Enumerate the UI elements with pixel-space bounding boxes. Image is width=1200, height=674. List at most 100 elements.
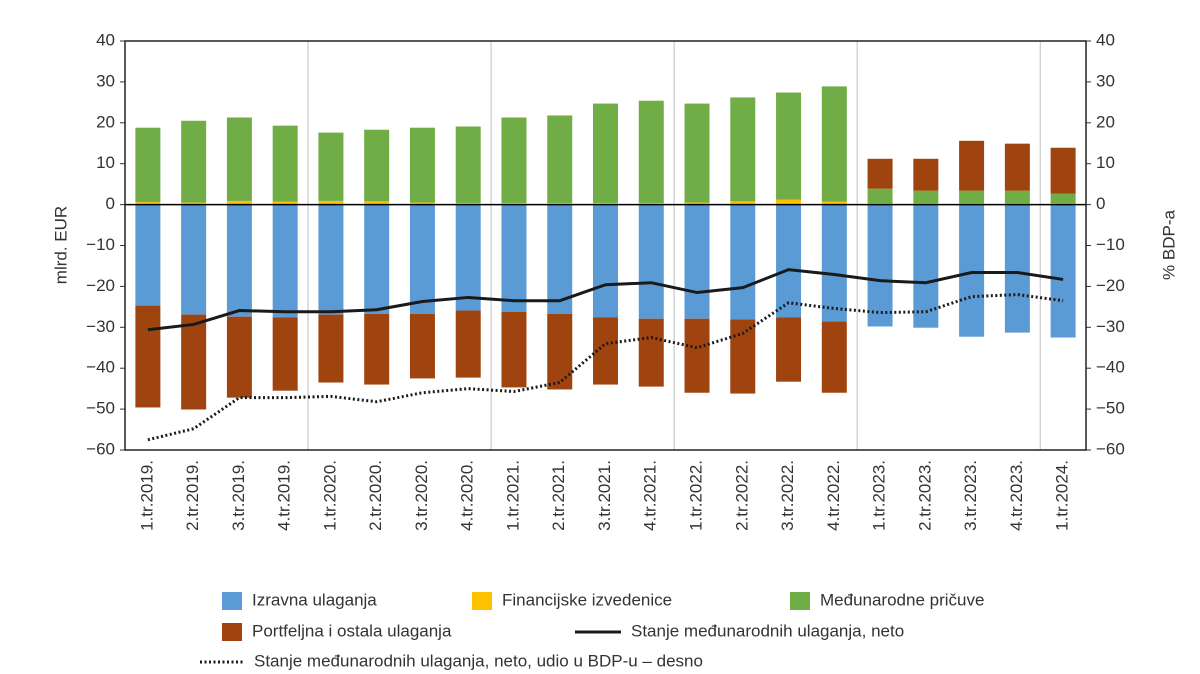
- y-axis-label: mlrd. EUR: [51, 206, 70, 284]
- y-tick-label: 20: [96, 112, 115, 131]
- bar-segment: [821, 86, 847, 202]
- bar-segment: [364, 313, 390, 385]
- x-tick-label: 4.tr.2019.: [275, 460, 294, 531]
- line-series: [147, 268, 1064, 332]
- y-tick-label: −20: [86, 276, 115, 295]
- bar-segment: [684, 204, 710, 319]
- bar-segment: [638, 202, 664, 205]
- bar-segment: [959, 140, 985, 191]
- bar-segment: [684, 202, 710, 205]
- bar-segment: [913, 190, 939, 204]
- x-tick-label: 3.tr.2020.: [412, 460, 431, 531]
- bar-segment: [776, 199, 802, 205]
- legend-label: Financijske izvedenice: [502, 590, 672, 609]
- bar-segment: [684, 318, 710, 393]
- x-tick-label: 1.tr.2019.: [137, 460, 156, 531]
- y-tick-label: 10: [96, 153, 115, 172]
- line-series: [147, 293, 1064, 442]
- y-tick-label: −30: [86, 317, 115, 336]
- bar-segment: [181, 314, 207, 410]
- bar-segment: [821, 204, 847, 322]
- bar-segment: [181, 204, 207, 315]
- bar-segment: [455, 126, 481, 203]
- x-tick-label: 1.tr.2023.: [870, 460, 889, 531]
- y2-tick-label: 20: [1096, 112, 1115, 131]
- bar-segment: [867, 158, 893, 189]
- y2-tick-label: −40: [1096, 358, 1125, 377]
- y2-tick-label: −50: [1096, 399, 1125, 418]
- x-tick-label: 4.tr.2021.: [641, 460, 660, 531]
- y-tick-label: −60: [86, 439, 115, 458]
- bar-segment: [455, 202, 481, 205]
- legend-label: Izravna ulaganja: [252, 590, 377, 609]
- y-tick-label: 30: [96, 71, 115, 90]
- bar-segment: [1004, 190, 1030, 204]
- bar-segment: [501, 311, 527, 388]
- bar-segment: [1050, 147, 1076, 194]
- legend-swatch: [790, 592, 810, 610]
- bar-segment: [776, 317, 802, 382]
- bar-segment: [409, 202, 435, 205]
- bar-segment: [226, 204, 252, 317]
- bar-segment: [776, 204, 802, 318]
- bar-segment: [593, 202, 618, 205]
- x-tick-label: 1.tr.2021.: [503, 460, 522, 531]
- y-tick-label: 0: [106, 194, 115, 213]
- legend-label: Stanje međunarodnih ulaganja, neto: [631, 621, 904, 640]
- x-tick-label: 3.tr.2023.: [961, 460, 980, 531]
- bar-segment: [272, 125, 298, 202]
- x-tick-label: 4.tr.2020.: [458, 460, 477, 531]
- bar-segment: [547, 115, 573, 203]
- bar-segment: [318, 132, 344, 201]
- x-tick-label: 2.tr.2019.: [183, 460, 202, 531]
- legend-swatch: [222, 592, 242, 610]
- bar-segment: [547, 204, 573, 314]
- x-tick-label: 3.tr.2022.: [778, 460, 797, 531]
- bar-segment: [501, 117, 527, 203]
- bar-segment: [181, 202, 207, 205]
- bar-segment: [730, 97, 756, 202]
- bar-segment: [867, 188, 893, 204]
- legend-label: Portfeljna i ostala ulaganja: [252, 621, 452, 640]
- y2-tick-label: 40: [1096, 30, 1115, 49]
- y2-tick-label: −20: [1096, 276, 1125, 295]
- legend-label: Međunarodne pričuve: [820, 590, 984, 609]
- bar-segment: [1004, 204, 1030, 333]
- y2-tick-label: −60: [1096, 439, 1125, 458]
- y2-tick-label: −30: [1096, 317, 1125, 336]
- bar-segment: [272, 204, 298, 318]
- plot-frame: [124, 40, 1087, 451]
- bar-segment: [364, 129, 390, 202]
- y2-tick-label: 30: [1096, 71, 1115, 90]
- bar-segment: [547, 313, 573, 390]
- bar-segment: [1050, 193, 1076, 204]
- bar-segment: [1050, 204, 1076, 338]
- y2-tick-label: 10: [1096, 153, 1115, 172]
- bar-segment: [409, 313, 435, 379]
- bar-segment: [364, 204, 390, 314]
- bar-segment: [638, 100, 664, 203]
- bar-segment: [135, 127, 161, 203]
- bar-segment: [776, 92, 802, 200]
- x-tick-label: 4.tr.2023.: [1007, 460, 1026, 531]
- y-tick-label: −40: [86, 358, 115, 377]
- bar-segment: [135, 204, 161, 306]
- bar-segment: [638, 204, 664, 319]
- x-tick-label: 2.tr.2023.: [915, 460, 934, 531]
- legend-label: Stanje međunarodnih ulaganja, neto, udio…: [254, 651, 703, 670]
- bar-segment: [272, 201, 298, 205]
- bar-segment: [593, 204, 618, 318]
- y-tick-label: −10: [86, 235, 115, 254]
- legend-swatch: [222, 623, 242, 641]
- x-tick-label: 2.tr.2021.: [549, 460, 568, 531]
- bar-segment: [730, 319, 756, 394]
- bar-segment: [547, 202, 573, 205]
- x-tick-label: 3.tr.2019.: [229, 460, 248, 531]
- bar-segment: [501, 204, 527, 312]
- bar-segment: [501, 202, 527, 205]
- bar-segment: [181, 120, 207, 203]
- y2-axis-label: % BDP-a: [1159, 210, 1178, 280]
- bar-segment: [409, 127, 435, 203]
- y-tick-label: −50: [86, 399, 115, 418]
- bar-segment: [226, 200, 252, 205]
